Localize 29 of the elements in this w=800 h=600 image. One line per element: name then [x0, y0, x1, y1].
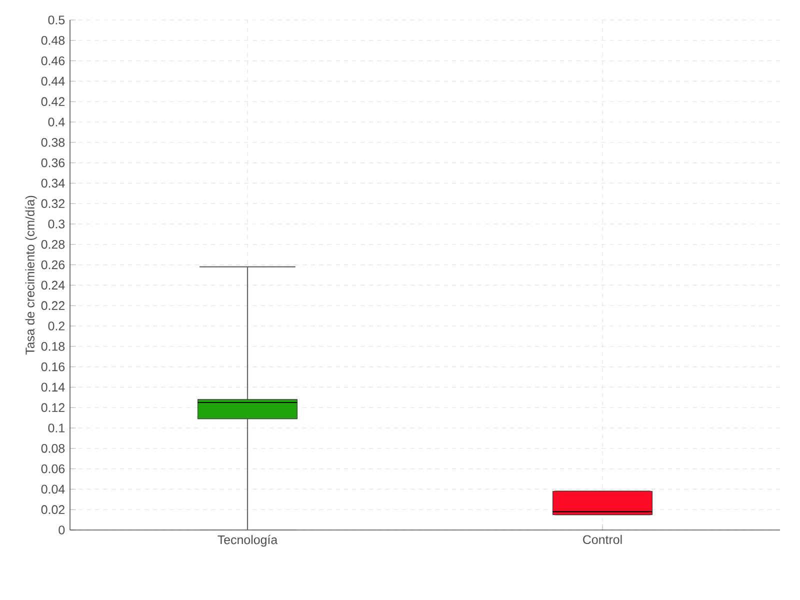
y-tick-label: 0.02	[41, 505, 64, 514]
y-axis-title: Tasa de crecimiento (cm/día)	[25, 196, 37, 355]
y-tick-label: 0.06	[41, 464, 65, 474]
y-tick-label: 0.24	[41, 280, 65, 290]
y-tick-label: 0.08	[41, 444, 65, 453]
y-tick-label: 0.2	[48, 322, 64, 330]
y-tick-label: 0.18	[41, 342, 65, 351]
y-tick-label: 0.04	[41, 484, 65, 494]
y-tick-label: 0.28	[41, 240, 65, 249]
y-tick-label: 0.36	[41, 158, 65, 168]
y-tick-label: 0.42	[41, 97, 64, 106]
y-tick-label: 0.14	[41, 382, 65, 392]
y-tick-label: 0.48	[41, 36, 65, 45]
y-tick-label: 0.38	[41, 138, 65, 147]
y-tick-label: 0.26	[41, 260, 65, 270]
y-tick-label: 0.3	[48, 220, 65, 228]
y-tick-label: 0.22	[41, 301, 64, 310]
y-tick-label: 0.34	[41, 178, 65, 188]
x-tick-label: Tecnología	[218, 534, 278, 547]
y-tick-label: 0.44	[41, 76, 65, 86]
y-tick-label: 0	[58, 526, 65, 534]
y-tick-label: 0.32	[41, 199, 64, 208]
y-tick-label: 0.46	[41, 56, 65, 66]
y-tick-label: 0.4	[48, 118, 65, 126]
y-tick-label: 0.5	[48, 16, 65, 24]
y-tick-label: 0.12	[41, 403, 64, 412]
x-tick-label: Control	[583, 534, 622, 544]
y-tick-label: 0.16	[41, 362, 65, 372]
y-tick-label: 0.1	[48, 424, 64, 432]
